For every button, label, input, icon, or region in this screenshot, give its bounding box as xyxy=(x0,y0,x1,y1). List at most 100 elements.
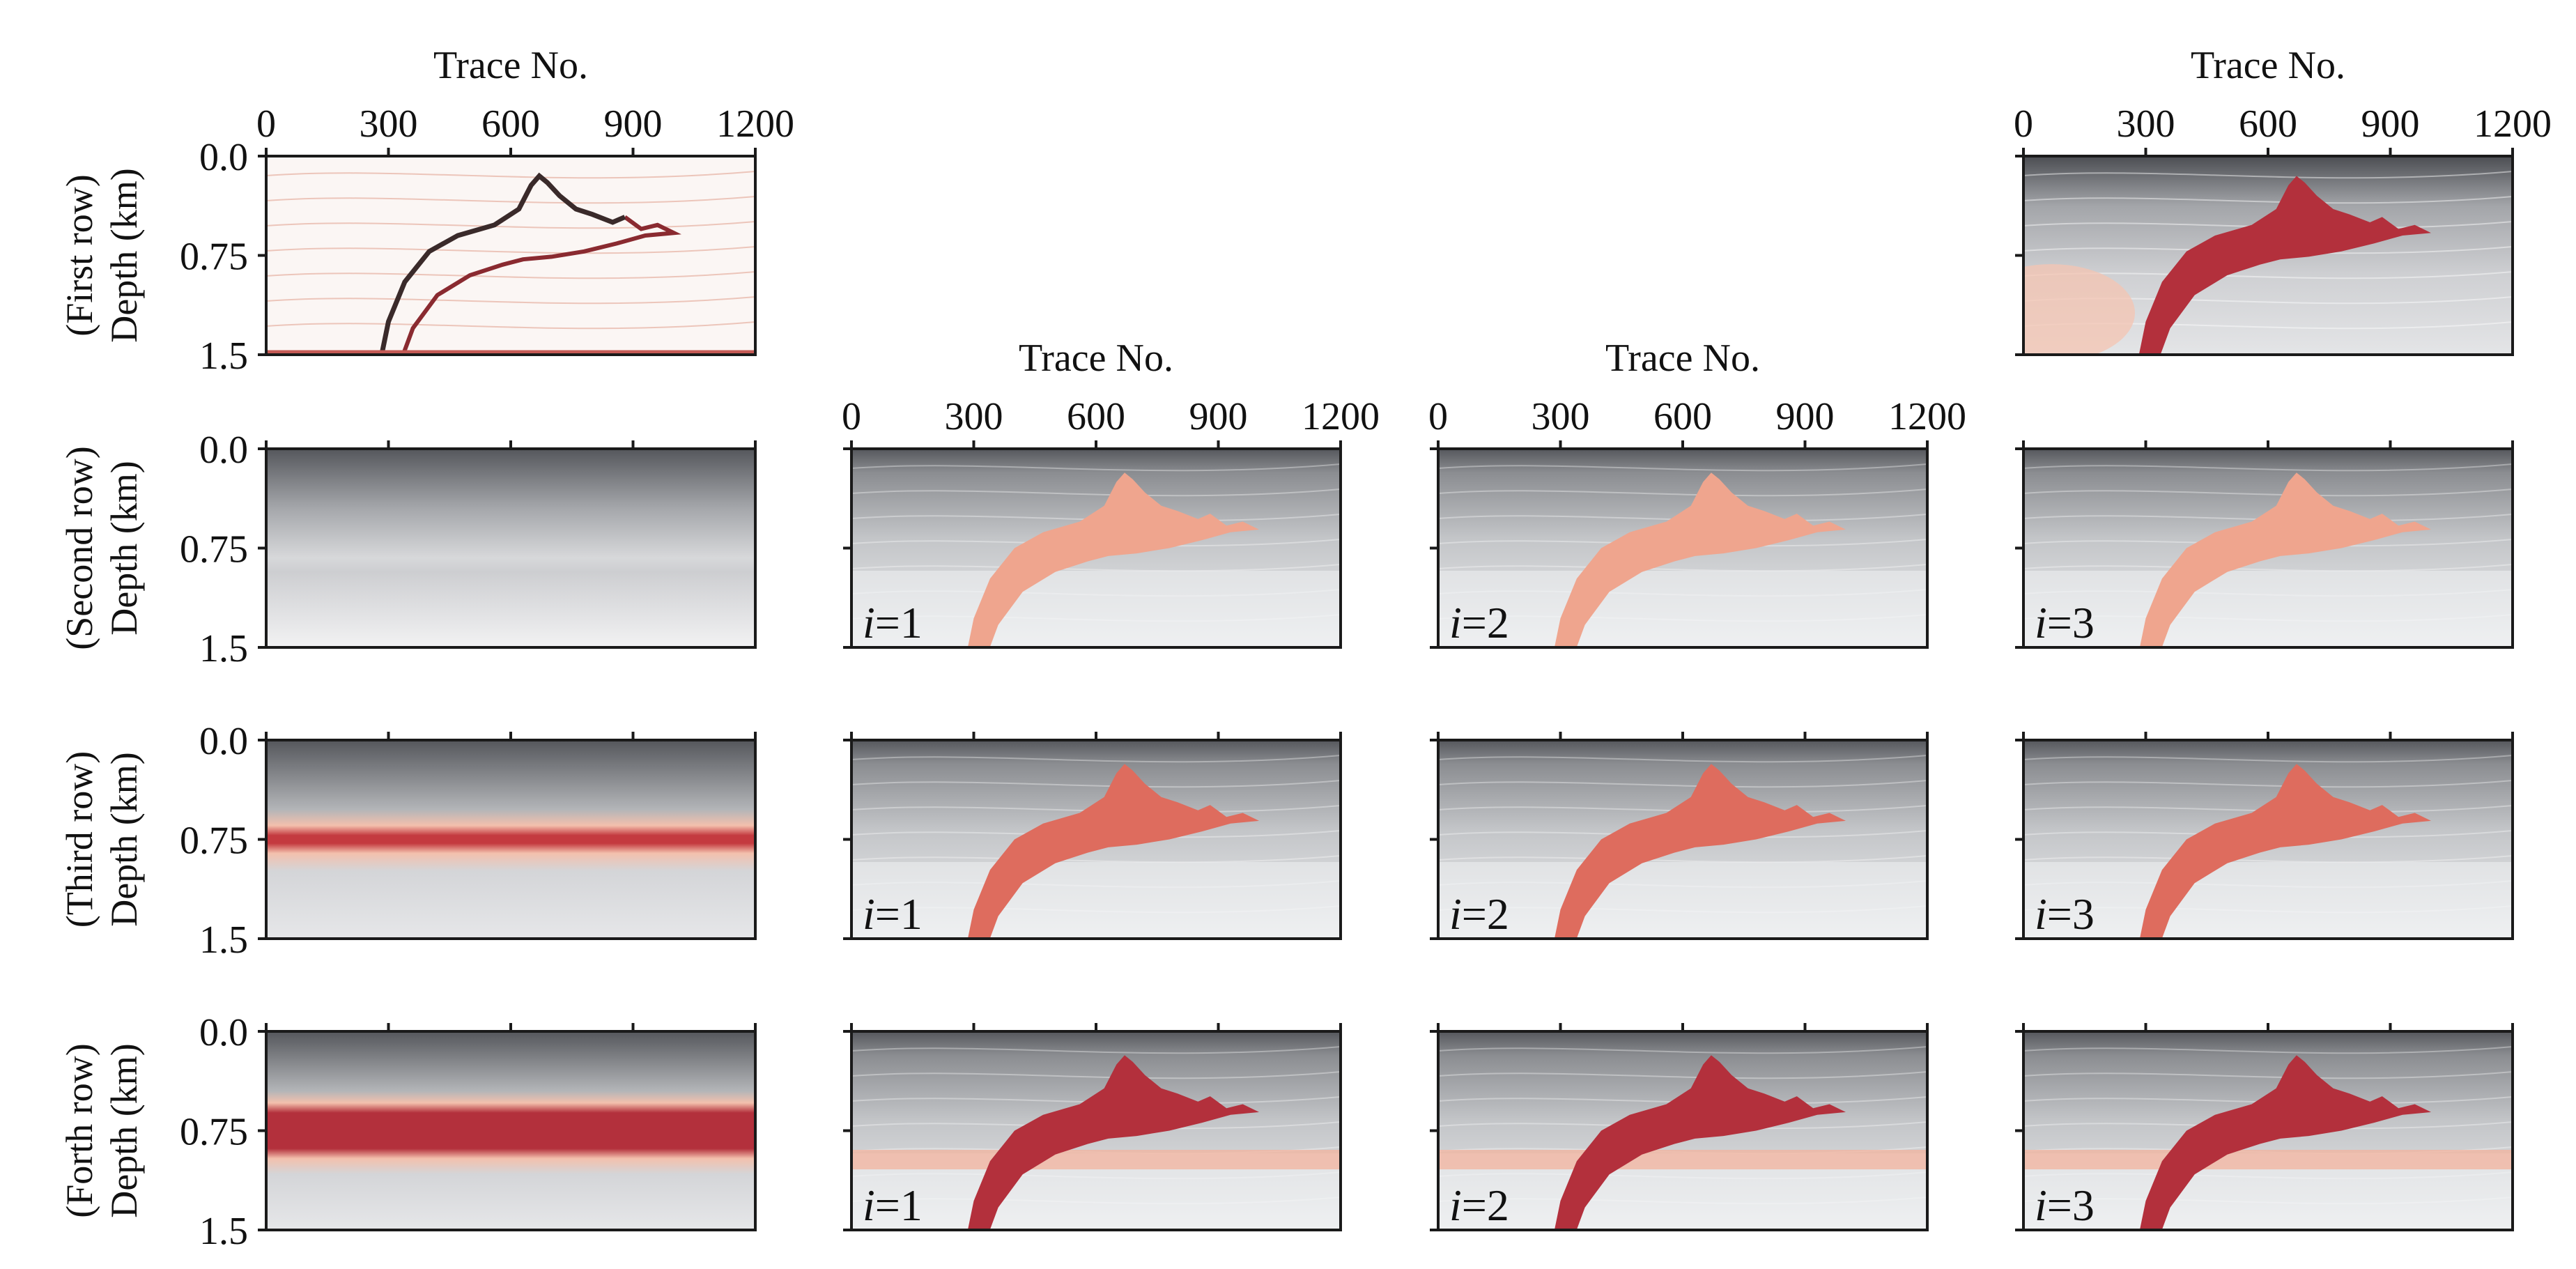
artifact-band xyxy=(2023,1150,2513,1169)
iteration-number: =3 xyxy=(2047,1180,2095,1230)
x-tick-label: 0 xyxy=(2014,102,2033,146)
x-tick-label: 600 xyxy=(2239,102,2297,146)
layer-line xyxy=(851,514,1341,522)
y-tick-label: 1.5 xyxy=(199,918,248,962)
layer-line xyxy=(851,564,1341,572)
subsalt-region xyxy=(851,571,1341,647)
artifact-band xyxy=(1438,1150,1927,1169)
x-tick-label: 300 xyxy=(360,102,418,146)
row-label: (Third row) Depth (km) xyxy=(59,751,145,928)
layer-line xyxy=(2023,171,2513,179)
layer-line xyxy=(1438,564,1927,572)
x-tick-label: 900 xyxy=(1189,395,1248,438)
x-tick-label: 600 xyxy=(481,102,540,146)
panel-layer: 0 300 600 900 1200 Trace No. 0.0 0.75 1.5 (First … xyxy=(59,44,2552,1253)
layer-line xyxy=(2023,1071,2513,1079)
low-velocity-zone xyxy=(2023,264,2135,355)
panel-r4-c3: i=2 xyxy=(1430,1023,1929,1231)
x-tick-label: 300 xyxy=(2117,102,2175,146)
row-label-line1: (Forth row) xyxy=(59,1043,100,1217)
salt-body xyxy=(2139,1055,2431,1230)
iteration-var: i xyxy=(2035,889,2047,939)
panel-image xyxy=(851,1031,1341,1230)
iteration-number: =1 xyxy=(875,1180,923,1230)
layer-line xyxy=(851,855,1341,863)
initial-model xyxy=(266,449,755,647)
layer-line xyxy=(2023,564,2513,572)
iteration-label: i=1 xyxy=(863,598,923,647)
y-tick-label: 1.5 xyxy=(199,627,248,670)
layer-line xyxy=(1438,1071,1927,1079)
iteration-var: i xyxy=(1449,1180,1462,1230)
layer-line xyxy=(2023,463,2513,472)
salt-body xyxy=(2138,176,2431,355)
iteration-label: i=2 xyxy=(1449,1180,1509,1230)
salt-base-reflector xyxy=(401,215,681,355)
x-tick-label: 1200 xyxy=(716,102,794,146)
iteration-label: i=2 xyxy=(1449,598,1509,647)
panel-r3-c2: i=1 xyxy=(843,732,1342,940)
layer-line xyxy=(266,271,755,279)
layer-line xyxy=(2023,221,2513,229)
x-tick-label: 300 xyxy=(1532,395,1590,438)
layer-line xyxy=(851,1071,1341,1079)
row-label-line2: Depth (km) xyxy=(103,1043,145,1217)
y-tick-label: 1.5 xyxy=(199,1210,248,1253)
layer-line xyxy=(2023,805,2513,813)
panel-image xyxy=(1438,740,1927,939)
subsalt-region xyxy=(1438,862,1927,939)
x-tick-label: 900 xyxy=(2361,102,2420,146)
panel-image xyxy=(2023,449,2513,647)
layer-line xyxy=(1438,514,1927,522)
salt-body xyxy=(1554,764,1846,939)
panel-r2-c2: i=1 0 300 600 900 1200 Trace No. xyxy=(842,337,1380,649)
layer-line xyxy=(851,755,1341,763)
layer-line xyxy=(1438,780,1927,788)
x-axis-title: Trace No. xyxy=(1019,337,1173,380)
row-label-line2: Depth (km) xyxy=(103,168,145,342)
row-label-line1: (Third row) xyxy=(59,751,100,928)
subsalt-region xyxy=(2023,571,2513,647)
salt-body xyxy=(967,472,1259,647)
layer-line xyxy=(2023,196,2513,204)
layer-line xyxy=(266,321,755,330)
iteration-number: =1 xyxy=(875,889,923,939)
layer-line xyxy=(2023,1096,2513,1105)
salt-body xyxy=(2139,764,2431,939)
panel-r1-c4: 0 300 600 900 1200 Trace No. xyxy=(2014,44,2552,356)
panel-r4-c2: i=1 xyxy=(843,1023,1342,1231)
iteration-var: i xyxy=(863,598,875,647)
row-label: (First row) Depth (km) xyxy=(59,168,145,342)
panel-image xyxy=(851,449,1341,647)
salt-body xyxy=(1554,1055,1846,1230)
initial-model xyxy=(266,1031,755,1230)
iteration-var: i xyxy=(1449,889,1462,939)
layer-line xyxy=(1438,1096,1927,1105)
salt-body xyxy=(967,764,1259,939)
panel-r1-c1: 0 300 600 900 1200 Trace No. 0.0 0.75 1.5 (First … xyxy=(59,44,794,378)
iteration-var: i xyxy=(2035,1180,2047,1230)
panel-image xyxy=(1438,449,1927,647)
layer-line xyxy=(266,171,755,179)
x-axis-title: Trace No. xyxy=(2191,44,2345,87)
subsalt-region xyxy=(2023,862,2513,939)
layer-line xyxy=(1438,1046,1927,1054)
iteration-var: i xyxy=(1449,598,1462,647)
salt-body xyxy=(967,1055,1259,1230)
iteration-label: i=3 xyxy=(2035,1180,2095,1230)
x-tick-label: 600 xyxy=(1067,395,1125,438)
iteration-number: =1 xyxy=(875,598,923,647)
y-tick-label: 0.75 xyxy=(180,528,248,571)
panel-image xyxy=(2023,740,2513,939)
y-tick-label: 0.0 xyxy=(199,429,248,472)
x-tick-label: 900 xyxy=(1776,395,1835,438)
x-tick-label: 1200 xyxy=(1888,395,1966,438)
panel-image xyxy=(266,740,755,939)
panel-image xyxy=(266,449,755,647)
panel-r2-c3: i=2 0 300 600 900 1200 Trace No. xyxy=(1428,337,1966,649)
panel-r3-c3: i=2 xyxy=(1430,732,1929,940)
iteration-label: i=1 xyxy=(863,1180,923,1230)
iteration-label: i=1 xyxy=(863,889,923,939)
iteration-number: =2 xyxy=(1462,1180,1509,1230)
